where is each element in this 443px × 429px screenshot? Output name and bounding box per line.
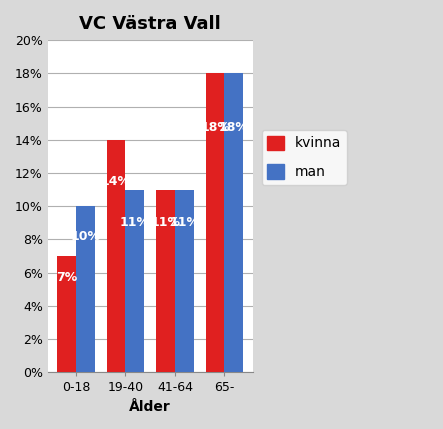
Bar bbox=[156, 190, 175, 372]
X-axis label: Ålder: Ålder bbox=[129, 400, 171, 414]
Text: 18%: 18% bbox=[219, 121, 249, 134]
Text: 18%: 18% bbox=[200, 121, 230, 134]
Text: 10%: 10% bbox=[70, 230, 100, 243]
Bar bbox=[125, 190, 144, 372]
Bar bbox=[107, 140, 125, 372]
Text: 7%: 7% bbox=[56, 271, 77, 284]
Text: 11%: 11% bbox=[151, 216, 181, 229]
Title: VC Västra Vall: VC Västra Vall bbox=[79, 15, 221, 33]
Bar bbox=[225, 73, 243, 372]
Bar bbox=[175, 190, 194, 372]
Text: 11%: 11% bbox=[169, 216, 199, 229]
Text: 14%: 14% bbox=[101, 175, 131, 188]
Text: 11%: 11% bbox=[120, 216, 150, 229]
Bar bbox=[206, 73, 225, 372]
Bar bbox=[57, 256, 76, 372]
Legend: kvinna, man: kvinna, man bbox=[262, 130, 347, 185]
Bar bbox=[76, 206, 95, 372]
